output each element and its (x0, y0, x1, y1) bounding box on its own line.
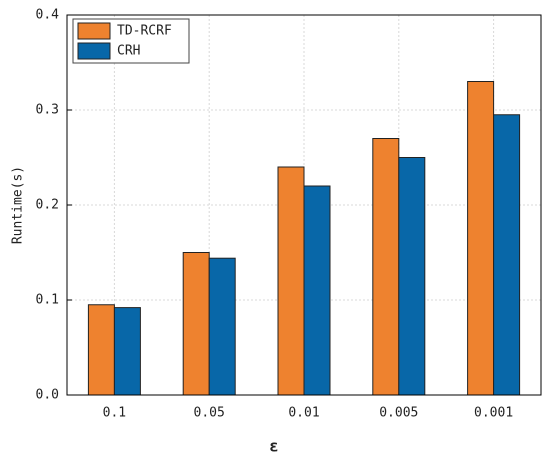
legend-swatch (77, 42, 111, 60)
bar (87, 304, 115, 396)
bar (208, 257, 236, 396)
legend-label: TD-RCRF (117, 24, 172, 39)
legend-swatch (77, 22, 111, 40)
bar (113, 307, 141, 396)
y-tick-label: 0.0 (36, 388, 59, 403)
plot-frame (66, 14, 542, 396)
bar (467, 81, 495, 396)
bar (303, 185, 331, 396)
x-axis-label: ε (269, 437, 279, 456)
y-tick-label: 0.2 (36, 198, 59, 213)
bar (182, 252, 210, 396)
legend-label: CRH (117, 44, 140, 59)
bar (372, 138, 400, 396)
x-tick-label: 0.05 (194, 406, 225, 421)
x-tick-label: 0.001 (474, 406, 513, 421)
y-tick-label: 0.4 (36, 8, 60, 23)
y-tick-label: 0.3 (36, 103, 59, 118)
bar (277, 166, 305, 396)
bar (398, 157, 426, 396)
x-tick-label: 0.1 (103, 406, 126, 421)
x-tick-label: 0.005 (379, 406, 418, 421)
legend: TD-RCRF CRH (72, 18, 190, 64)
x-tick-label: 0.01 (288, 406, 319, 421)
y-tick-label: 0.1 (36, 293, 59, 308)
bar (493, 114, 521, 396)
y-axis-label: Runtime(s) (11, 166, 26, 244)
